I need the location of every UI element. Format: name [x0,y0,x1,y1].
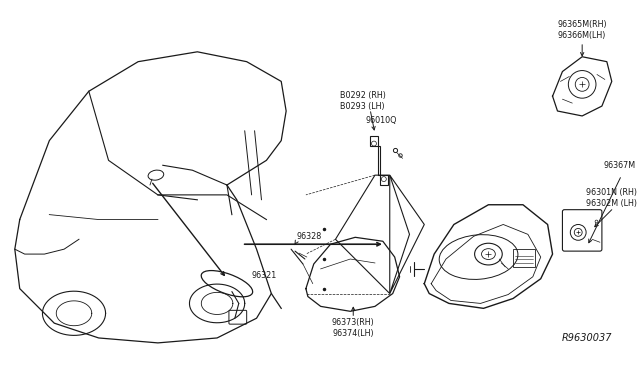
Text: 96301N (RH)
96302M (LH): 96301N (RH) 96302M (LH) [586,188,637,208]
Text: B0292 (RH)
B0293 (LH): B0292 (RH) B0293 (LH) [340,92,387,111]
Text: R9630037: R9630037 [561,333,612,343]
Text: 96373(RH)
96374(LH): 96373(RH) 96374(LH) [332,318,374,338]
Text: 96367M: 96367M [604,161,636,170]
Text: 96328: 96328 [296,232,321,241]
Text: 96321: 96321 [252,271,277,280]
Text: 96365M(RH)
96366M(LH): 96365M(RH) 96366M(LH) [557,20,607,40]
Text: 96010Q: 96010Q [365,116,397,125]
